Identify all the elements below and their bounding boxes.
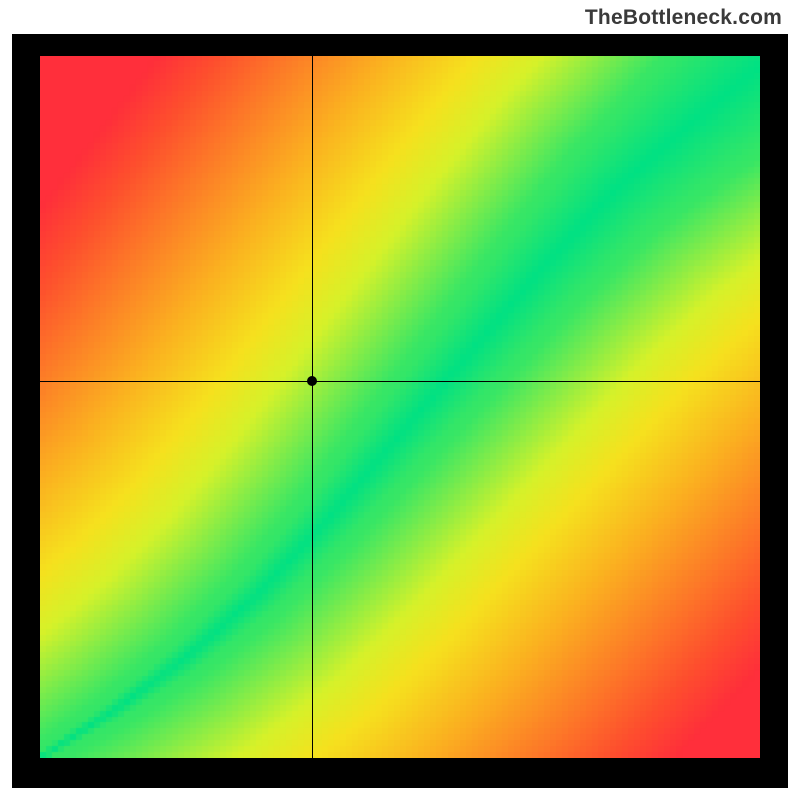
- plot-border: [12, 34, 788, 788]
- heatmap-canvas: [40, 56, 760, 758]
- crosshair-horizontal: [40, 381, 760, 382]
- crosshair-vertical: [312, 56, 313, 758]
- plot-area: [40, 56, 760, 758]
- watermark-text: TheBottleneck.com: [585, 6, 782, 30]
- page-root: TheBottleneck.com: [0, 0, 800, 800]
- crosshair-marker: [307, 376, 317, 386]
